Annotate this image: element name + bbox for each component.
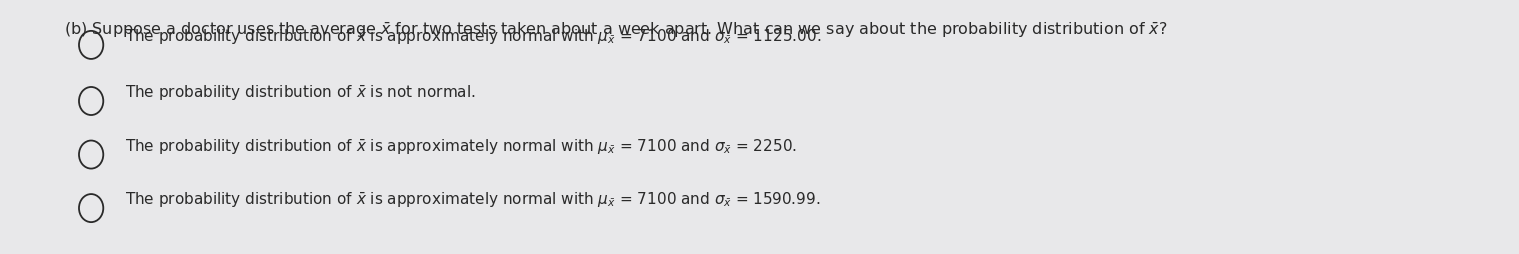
Text: The probability distribution of $\bar{x}$ is approximately normal with $\mu_{\ba: The probability distribution of $\bar{x}… (125, 28, 820, 47)
Text: The probability distribution of $\bar{x}$ is not normal.: The probability distribution of $\bar{x}… (125, 84, 475, 103)
Text: (b) Suppose a doctor uses the average $\bar{x}$ for two tests taken about a week: (b) Suppose a doctor uses the average $\… (64, 20, 1167, 39)
Text: The probability distribution of $\bar{x}$ is approximately normal with $\mu_{\ba: The probability distribution of $\bar{x}… (125, 137, 796, 156)
Text: The probability distribution of $\bar{x}$ is approximately normal with $\mu_{\ba: The probability distribution of $\bar{x}… (125, 190, 820, 210)
